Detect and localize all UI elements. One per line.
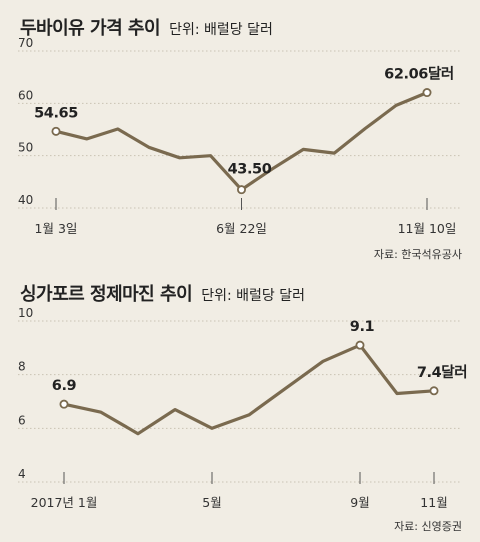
data-point — [236, 185, 246, 195]
title-unit: 단위: 배럴당 달러 — [201, 288, 306, 304]
series-line — [62, 343, 436, 436]
x-tick-label: 11월 — [420, 495, 447, 510]
x-tick-label: 6월 22일 — [216, 221, 267, 236]
data-point — [355, 340, 365, 350]
data-point — [429, 386, 439, 396]
data-label: 9.1 — [350, 319, 375, 335]
data-point — [422, 88, 432, 98]
title-main: 두바이유 가격 추이 — [20, 18, 161, 39]
line-chart-singapore: 4 6 8 10 2017년 1월 5월 9월 11월 6.9 9.1 7.4달러 — [18, 306, 468, 510]
x-tick-label: 2017년 1월 — [31, 495, 98, 510]
data-label: 62.06달러 — [384, 65, 454, 83]
source-note: 자료: 신영증권 — [394, 520, 462, 533]
y-tick-label: 50 — [18, 141, 33, 155]
data-point — [51, 126, 61, 136]
source-note: 자료: 한국석유공사 — [373, 248, 462, 261]
chart-panel-dubai: 두바이유 가격 추이 단위: 배럴당 달러 40 50 60 70 1월 3일 6월 22… — [0, 0, 480, 268]
y-tick-label: 6 — [18, 413, 26, 427]
y-tick-label: 10 — [18, 306, 33, 320]
x-tick-label: 5월 — [202, 495, 221, 510]
data-label: 6.9 — [52, 378, 77, 394]
x-tick-label: 1월 3일 — [35, 221, 78, 236]
y-tick-label: 8 — [18, 360, 26, 374]
y-tick-label: 40 — [18, 193, 33, 207]
chart-title-singapore: 싱가포르 정제마진 추이 단위: 배럴당 달러 — [20, 280, 305, 306]
data-label: 43.50 — [228, 162, 272, 178]
data-point — [59, 399, 69, 409]
x-tick-label: 11월 10일 — [398, 221, 457, 236]
x-tick-label: 9월 — [350, 495, 369, 510]
y-tick-label: 4 — [18, 467, 26, 481]
y-tick-label: 60 — [18, 88, 33, 102]
data-label: 7.4달러 — [417, 363, 467, 381]
chart-panel-singapore: 싱가포르 정제마진 추이 단위: 배럴당 달러 4 6 8 10 2017년 1월 5월 9… — [0, 268, 480, 542]
data-label: 54.65 — [34, 105, 78, 121]
line-chart-dubai: 40 50 60 70 1월 3일 6월 22일 11월 10일 54.65 43.50 62.0… — [18, 36, 462, 236]
chart-title-dubai: 두바이유 가격 추이 단위: 배럴당 달러 — [20, 14, 273, 40]
title-unit: 단위: 배럴당 달러 — [169, 22, 273, 38]
y-tick-label: 70 — [18, 36, 33, 50]
title-main: 싱가포르 정제마진 추이 — [20, 284, 193, 305]
